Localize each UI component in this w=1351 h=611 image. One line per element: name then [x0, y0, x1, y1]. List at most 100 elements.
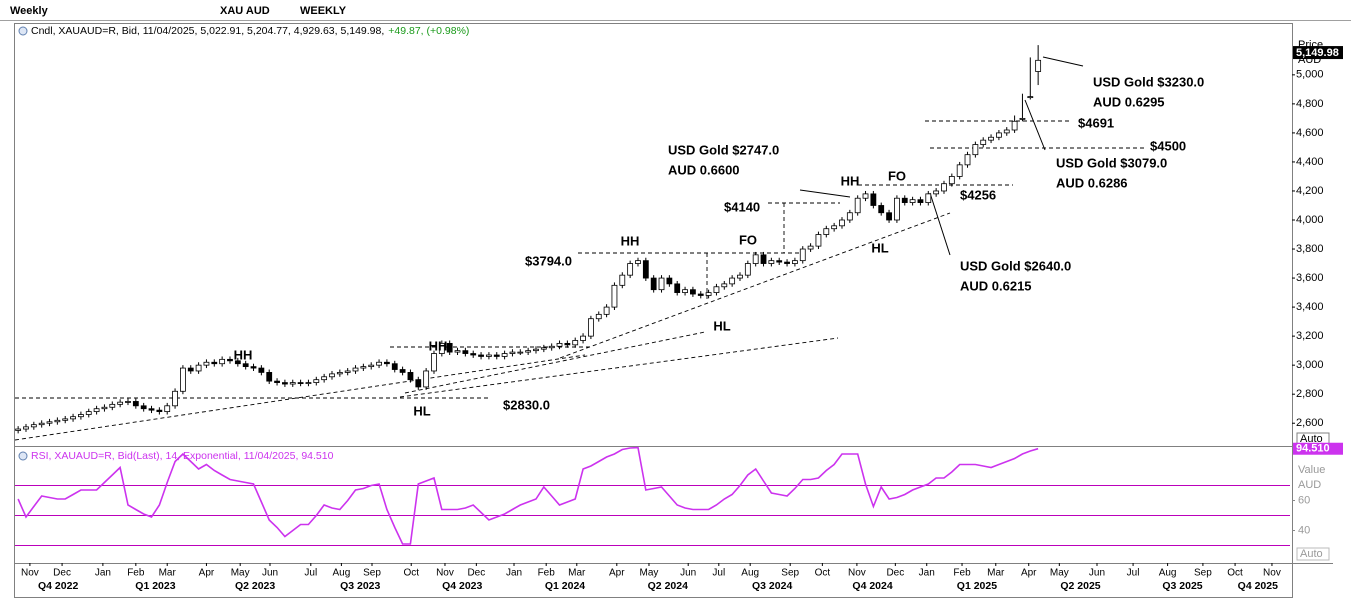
candle-body [886, 212, 892, 221]
candle-body [336, 372, 343, 375]
candle-body [807, 245, 814, 250]
interval-label: Weekly [10, 5, 49, 17]
candle-body [70, 416, 76, 420]
candle-body [478, 354, 484, 357]
annotation-lines [14, 120, 1145, 441]
annotation: HL [413, 403, 430, 418]
candle-body [815, 234, 822, 247]
y-axis-label: AUD [1298, 479, 1321, 491]
quarter-label: Q3 2025 [1162, 580, 1202, 592]
candle-body [894, 197, 900, 221]
x-tick-label: Jun [680, 568, 696, 579]
annotation-leaders [799, 56, 1084, 256]
candle-body [46, 421, 53, 424]
auto-box [1296, 547, 1330, 561]
candle-body [878, 205, 885, 214]
candle-body [792, 260, 798, 264]
candle-body [595, 313, 602, 320]
candle-body [1003, 129, 1010, 134]
candle-body [988, 136, 994, 141]
y-tick-label: 3,000 [1296, 359, 1324, 371]
quarter-label: Q3 2023 [340, 580, 380, 592]
x-tick-label: Mar [159, 568, 177, 579]
candle-body [227, 358, 233, 362]
candle-body [415, 379, 422, 388]
last-value-box [1293, 442, 1343, 455]
candle-body [297, 382, 304, 384]
candle-body [627, 263, 634, 276]
x-tick-label: Jun [262, 568, 278, 579]
x-tick-label: Aug [333, 568, 351, 579]
x-tick-label: Oct [1227, 568, 1243, 579]
candle-body [101, 406, 108, 410]
candle-body [305, 382, 312, 384]
x-tick-label: Aug [1159, 568, 1177, 579]
annotation: HL [713, 318, 730, 333]
candle-body [125, 401, 131, 403]
annotation: HH [841, 173, 860, 188]
candle-body [682, 289, 688, 293]
y-tick-label: 3,400 [1296, 301, 1324, 313]
x-tick-label: Feb [538, 568, 556, 579]
y-axis-label: Value [1298, 464, 1325, 476]
candle-body [752, 254, 759, 264]
candle-body [78, 414, 84, 418]
candle-body [1011, 120, 1018, 131]
candle-body [948, 176, 955, 185]
candle-body [909, 199, 916, 203]
auto-label: Auto [1300, 433, 1323, 445]
quarter-label: Q4 2025 [1238, 580, 1278, 592]
pane-title-text: Cndl, XAUAUD=R, Bid, 11/04/2025, 5,022.9… [31, 25, 384, 37]
candle-body [525, 350, 532, 353]
x-tick-label: Nov [436, 568, 454, 579]
pane-title: Cndl, XAUAUD=R, Bid, 11/04/2025, 5,022.9… [31, 25, 469, 37]
candle-body [972, 144, 979, 156]
x-tick-label: Dec [467, 568, 485, 579]
candle-body [540, 347, 547, 350]
y-tick-label: 2,600 [1296, 417, 1324, 429]
candle-body [376, 361, 382, 366]
candle-body [462, 350, 469, 354]
annotation: AUD 0.6295 [1093, 94, 1165, 109]
annotation: $4691 [1078, 115, 1114, 130]
candle-body [823, 228, 830, 235]
candle-body [658, 277, 665, 291]
x-tick-label: Jul [712, 568, 725, 579]
candle-body [1019, 117, 1026, 120]
candle-body [321, 376, 328, 381]
rsi-line [17, 446, 1039, 545]
x-tick-label: May [1050, 568, 1069, 579]
candle-body [211, 361, 218, 365]
y-tick-label: 2,800 [1296, 388, 1324, 400]
annotation: HH [429, 338, 448, 353]
candle-body [564, 342, 571, 346]
annotation: FO [888, 168, 906, 183]
pane-icon [18, 451, 28, 461]
candle-body [352, 367, 359, 372]
candle-body [344, 370, 351, 373]
pane-title: RSI, XAUAUD=R, Bid(Last), 14, Exponentia… [31, 450, 334, 462]
candle-body [650, 277, 657, 291]
x-tick-label: Dec [886, 568, 904, 579]
candle-body [925, 193, 932, 203]
candle-body [588, 318, 594, 337]
candle-body [760, 254, 767, 264]
candle-body [737, 274, 743, 279]
candle-body [839, 219, 845, 227]
candle-body [956, 164, 963, 177]
candle-body [117, 401, 124, 405]
candle-body [62, 418, 69, 421]
candle-body [30, 424, 37, 428]
quarter-label: Q2 2025 [1060, 580, 1100, 592]
candle-body [870, 193, 877, 206]
x-tick-label: Sep [1194, 568, 1212, 579]
candle-body [266, 372, 273, 382]
candle-body [901, 197, 908, 203]
candle-body [854, 197, 861, 214]
y-tick-label: 4,000 [1296, 214, 1324, 226]
y-tick-label: 3,800 [1296, 243, 1324, 255]
annotation: HL [871, 240, 888, 255]
candle-body [941, 183, 947, 192]
candle-body [360, 366, 367, 369]
last-value-label: 94.510 [1296, 443, 1330, 455]
